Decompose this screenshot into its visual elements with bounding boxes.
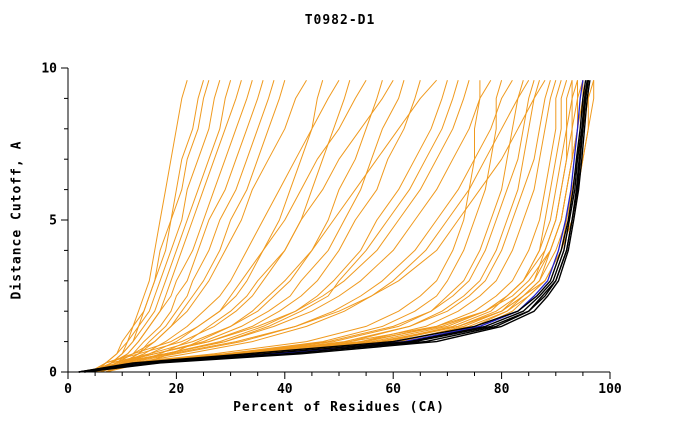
series-line-model-29 [94,79,530,373]
series-line-model-45 [84,80,595,373]
series-line-model-25 [89,79,492,373]
x-tick-label: 20 [169,382,185,397]
x-tick-label: 100 [598,382,622,397]
series-line-model-26 [84,80,503,373]
series-line-model-43 [84,80,589,373]
series-line-model-01 [94,80,188,373]
series-line-best-4 [78,80,587,373]
series-line-model-46 [78,80,595,373]
series-line-model-13 [100,79,340,373]
x-tick-label: 80 [494,382,510,397]
series-line-model-23 [89,80,470,373]
series-line-model-42 [78,80,584,373]
x-axis-label: Percent of Residues (CA) [233,400,445,415]
series-line-best-5 [84,80,589,373]
series-line-model-15 [100,79,367,373]
series-line-model-02 [94,80,204,373]
series-line-model-11 [94,79,307,373]
series-line-reference [78,80,584,373]
y-tick-label: 0 [49,366,57,381]
series-line-best-3 [84,80,591,373]
series-line-model-08 [100,80,264,373]
series-line-best-2 [78,80,588,373]
series-line-model-27 [89,79,513,373]
y-axis-label: Distance Cutoff, A [9,140,25,300]
series-line-model-10 [100,80,286,373]
x-tick-label: 40 [277,382,293,397]
series-line-best-1 [78,80,589,373]
series-line-model-24 [84,80,481,373]
series-line-model-16 [89,80,383,373]
chart-title: T0982-D1 [304,13,376,28]
series-line-model-20 [105,79,437,373]
series-line-model-44 [78,80,589,373]
series-line-model-39 [78,80,578,373]
series-line-model-05 [100,80,232,373]
y-tick-label: 5 [49,214,57,229]
series-line-model-32 [89,79,546,373]
y-tick-label: 10 [41,62,57,77]
series-line-model-17 [105,79,394,373]
series-line-model-14 [89,80,351,373]
series-line-model-07 [94,80,253,373]
series-line-model-09 [105,80,275,373]
series-line-model-12 [89,80,324,373]
x-tick-label: 0 [64,382,72,397]
x-tick-label: 60 [385,382,401,397]
series-line-model-03 [100,80,210,373]
